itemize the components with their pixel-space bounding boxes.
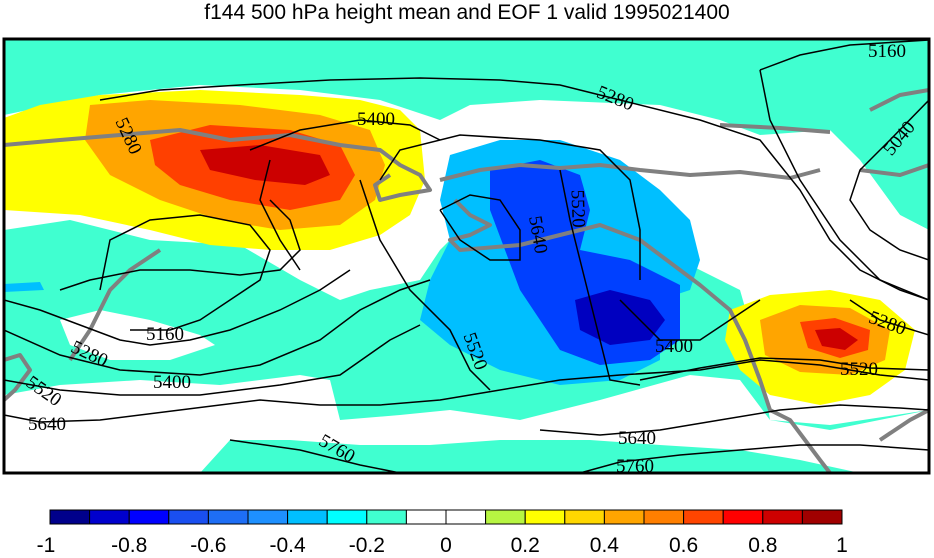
coastline-north (4, 128, 432, 202)
contour-5760-s (229, 439, 401, 473)
contour-5400-sw (4, 279, 431, 376)
contour-5640-loop (439, 194, 521, 261)
colorbar-swatch (643, 509, 685, 525)
eof-neg-mid-left (4, 282, 44, 292)
colorbar-tick-label: 0 (440, 534, 452, 557)
colorbar-tick-label: 1 (836, 534, 848, 557)
eof-pos-peak-nw (200, 145, 330, 185)
colorbar-tick-label: -0.6 (190, 534, 227, 557)
colorbar-swatch (485, 509, 526, 525)
colorbar-tick-label: -0.2 (348, 534, 385, 557)
colorbar-swatch (722, 509, 764, 525)
coastline-alaska (439, 163, 821, 182)
colorbar (49, 509, 843, 525)
colorbar-tick-label: -0.4 (269, 534, 306, 557)
colorbar-swatch (247, 509, 289, 525)
colorbar-swatch (683, 509, 724, 525)
colorbar-tick-label: 0.6 (668, 534, 699, 557)
contour-label: 5520 (566, 189, 588, 228)
eof-pos-peak-e (815, 328, 858, 350)
colorbar-swatch (207, 509, 249, 525)
eof-zero-band-south (4, 375, 929, 473)
coastline-alaska-pen (448, 198, 832, 473)
colorbar-swatch (366, 509, 407, 525)
contour-label: 5640 (618, 428, 656, 449)
contour-5400-trough (359, 179, 491, 391)
colorbar-tick-label: 0.2 (510, 534, 540, 557)
contour-5280-e-loop (759, 69, 929, 301)
contour-5640-e (539, 404, 929, 436)
coastline-arctic-1 (719, 123, 831, 134)
contour-layer (4, 39, 929, 473)
eof-neg-weak-north (4, 39, 929, 230)
contour-label: 5160 (868, 41, 906, 62)
contour-5040 (849, 99, 929, 261)
contour-label: 5520 (840, 359, 878, 380)
colorbar-tick-label: -0.8 (111, 534, 148, 557)
contour-label: 5400 (357, 109, 395, 130)
contour-5160-west (99, 214, 271, 331)
colorbar-swatch (89, 509, 130, 525)
contour-5520-loop (379, 134, 641, 280)
contour-5400-center (619, 299, 761, 341)
plot-title: f144 500 hPa height mean and EOF 1 valid… (204, 1, 730, 24)
colorbar-swatch (326, 509, 368, 525)
contour-5280-sw (4, 269, 351, 346)
contour-5280-west (59, 199, 301, 291)
contour-5520-e (639, 357, 929, 381)
eof-shading-layer (4, 39, 929, 473)
coastline-layer (4, 88, 929, 473)
colorbar-tick-label: 0.8 (748, 534, 778, 557)
contour-label: 5400 (153, 372, 191, 393)
colorbar-swatch (168, 509, 209, 525)
coastline-west (4, 353, 32, 402)
colorbar-tick-label: 0.4 (589, 534, 619, 557)
contour-5280-e-right (849, 299, 929, 336)
coastline-arctic-2 (859, 163, 929, 177)
map-frame (2, 37, 931, 475)
contour-5400-north (249, 119, 441, 151)
contour-5640-sw (4, 359, 929, 423)
colorbar-swatch (405, 509, 447, 525)
contour-5400-loop (259, 159, 301, 271)
colorbar-tick-label: -1 (36, 534, 56, 557)
contour-label: 5640 (28, 414, 66, 435)
contour-label: 5160 (146, 324, 184, 345)
contour-label: 5400 (655, 336, 693, 357)
colorbar-swatch (762, 509, 803, 525)
contour-5520-sw (4, 324, 421, 396)
coastline-se (878, 408, 929, 442)
colorbar-swatch (603, 509, 645, 525)
colorbar-swatch (445, 509, 487, 525)
colorbar-swatch (564, 509, 605, 525)
coastline-kamchatka (68, 248, 162, 362)
eof-zero-patch-sw (60, 310, 215, 360)
contour-5280-north (99, 77, 929, 301)
contour-5520-trough (559, 169, 641, 386)
contour-5160-ne (759, 39, 929, 71)
contour-5760-se (579, 444, 929, 473)
colorbar-swatch (801, 509, 843, 525)
colorbar-swatch (287, 509, 328, 525)
colorbar-swatch (524, 509, 566, 525)
colorbar-swatch (128, 509, 170, 525)
colorbar-swatch (49, 509, 91, 525)
coastline-arctic-3 (869, 88, 929, 112)
